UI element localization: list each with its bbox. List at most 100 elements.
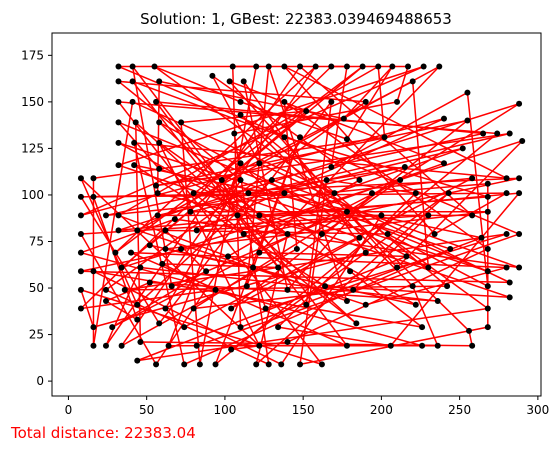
city-point xyxy=(181,324,188,331)
city-point xyxy=(134,301,141,308)
city-point xyxy=(153,361,160,368)
city-point xyxy=(129,78,136,85)
route-segment xyxy=(105,289,270,366)
route-segment xyxy=(114,65,364,254)
city-point xyxy=(90,268,97,275)
plot-area-frame xyxy=(51,32,542,397)
city-point xyxy=(404,63,411,70)
city-point xyxy=(109,324,116,331)
city-point xyxy=(237,98,244,105)
city-point xyxy=(419,324,426,331)
y-tick-label: 100 xyxy=(21,188,44,202)
city-point xyxy=(115,139,122,146)
city-point xyxy=(281,63,288,70)
city-point xyxy=(412,190,419,197)
city-point xyxy=(328,63,335,70)
route-segment xyxy=(80,196,160,324)
city-point xyxy=(129,98,136,105)
route-segment xyxy=(466,92,489,287)
city-point xyxy=(134,357,141,364)
city-point xyxy=(77,193,84,200)
city-point xyxy=(102,298,109,305)
city-point xyxy=(165,342,172,349)
route-segment xyxy=(280,215,383,365)
city-point xyxy=(303,108,310,115)
route-segment xyxy=(258,65,440,254)
route-segment xyxy=(240,114,448,287)
city-point xyxy=(444,283,451,290)
city-point xyxy=(347,268,354,275)
city-point xyxy=(268,177,275,184)
city-point xyxy=(343,298,350,305)
city-point xyxy=(218,177,225,184)
route-segment xyxy=(130,251,507,269)
y-tick-label: 175 xyxy=(21,48,44,62)
city-point xyxy=(132,119,139,126)
x-tick-label: 250 xyxy=(448,403,471,417)
chart-title: Solution: 1, GBest: 22383.039469488653 xyxy=(140,10,452,28)
city-point xyxy=(281,134,288,141)
city-point xyxy=(389,63,396,70)
city-point xyxy=(506,279,513,286)
city-point xyxy=(77,249,84,256)
city-point xyxy=(128,249,135,256)
route-segment xyxy=(259,162,511,284)
route-segment xyxy=(92,101,134,346)
route-segment xyxy=(154,65,241,103)
city-point xyxy=(265,361,272,368)
city-point xyxy=(297,134,304,141)
city-point xyxy=(425,212,432,219)
city-point xyxy=(245,190,252,197)
city-point xyxy=(420,63,427,70)
city-point xyxy=(77,175,84,182)
y-tick-label: 75 xyxy=(29,234,44,248)
city-point xyxy=(256,212,263,219)
route-segment xyxy=(330,66,348,168)
city-point xyxy=(156,320,163,327)
city-point xyxy=(262,305,269,312)
route-segment xyxy=(105,281,151,302)
city-point xyxy=(203,268,210,275)
city-point xyxy=(162,245,169,252)
city-point xyxy=(115,162,122,169)
route-segment xyxy=(365,266,507,306)
x-tick-label: 200 xyxy=(370,403,393,417)
city-point xyxy=(112,249,119,256)
city-point xyxy=(412,301,419,308)
city-point xyxy=(153,98,160,105)
route-segment xyxy=(180,140,523,250)
city-point xyxy=(394,98,401,105)
city-point xyxy=(156,165,163,172)
city-point xyxy=(284,339,291,346)
city-point xyxy=(278,361,285,368)
route-segment xyxy=(180,122,201,365)
city-point xyxy=(131,139,138,146)
city-point xyxy=(381,134,388,141)
city-point xyxy=(353,320,360,327)
city-point xyxy=(516,231,523,238)
city-point xyxy=(115,98,122,105)
city-point xyxy=(131,162,138,169)
city-point xyxy=(362,249,369,256)
city-point xyxy=(146,279,153,286)
route-segment xyxy=(121,248,298,347)
city-point xyxy=(328,98,335,105)
route-segment xyxy=(171,211,348,287)
city-point xyxy=(431,231,438,238)
x-tick-label: 100 xyxy=(213,403,236,417)
city-point xyxy=(343,342,350,349)
route-segment xyxy=(283,101,489,250)
route-segment xyxy=(93,251,366,328)
city-point xyxy=(484,305,491,312)
city-point xyxy=(519,137,526,144)
city-point xyxy=(146,242,153,249)
y-tick-label: 25 xyxy=(29,328,44,342)
city-point xyxy=(115,119,122,126)
city-point xyxy=(212,286,219,293)
city-point xyxy=(115,63,122,70)
city-point xyxy=(318,231,325,238)
city-point xyxy=(228,346,235,353)
city-point xyxy=(503,190,510,197)
city-point xyxy=(328,164,335,171)
